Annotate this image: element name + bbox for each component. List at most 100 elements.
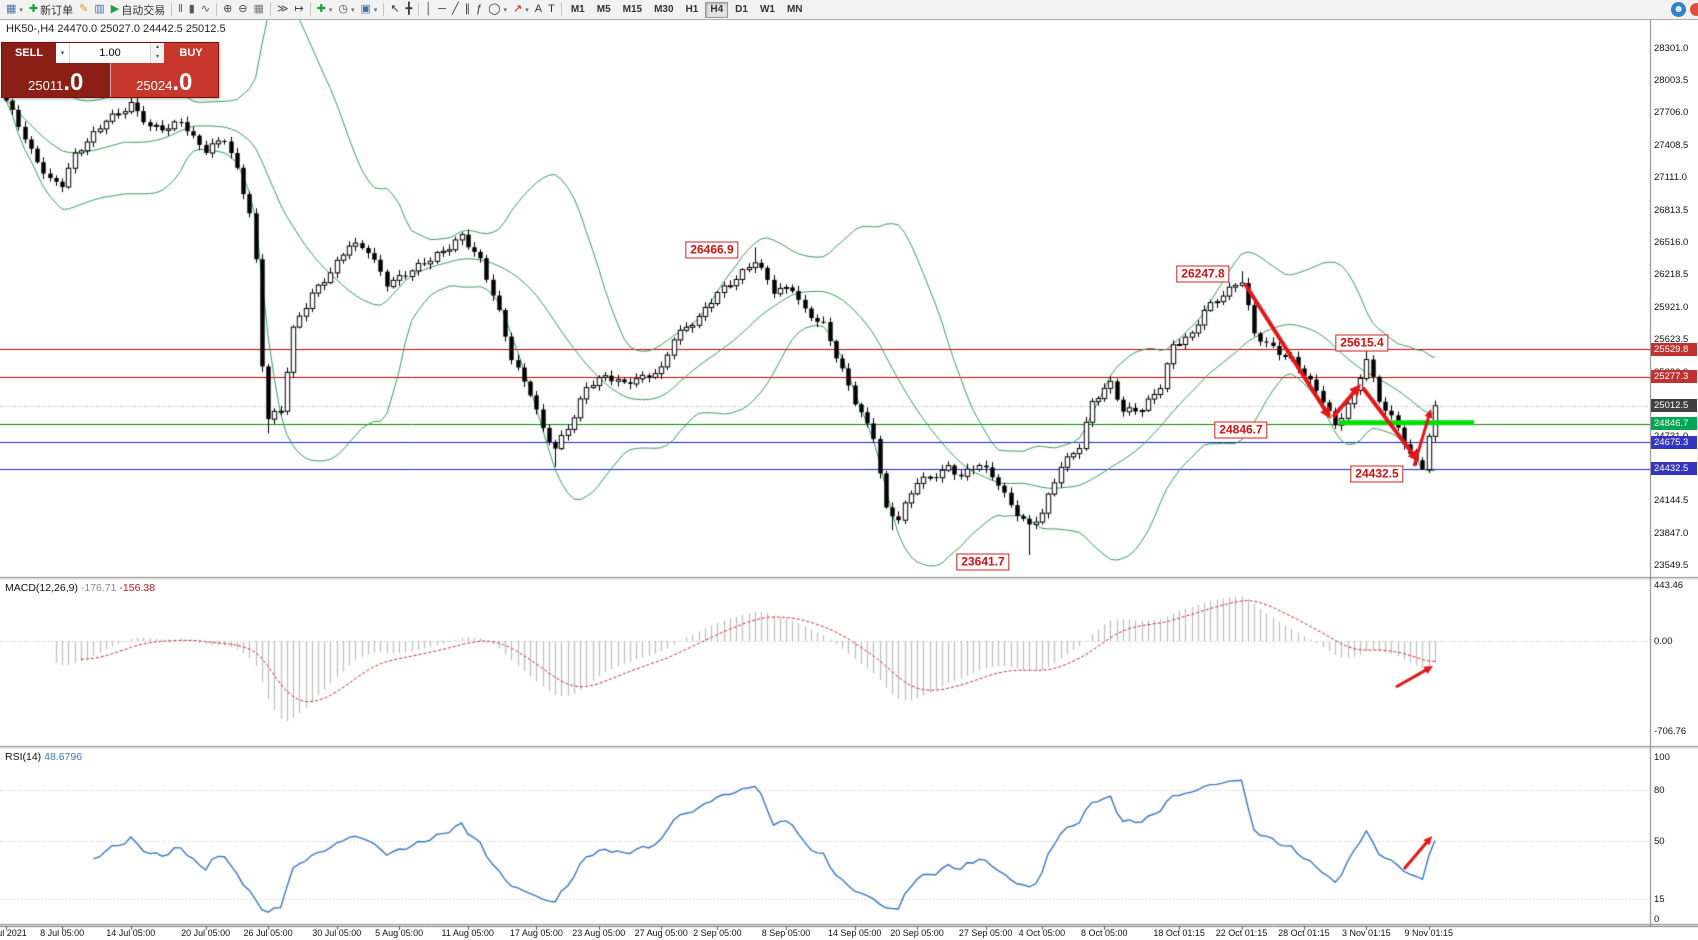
volume-input[interactable] <box>70 43 150 63</box>
chart-shift-icon[interactable]: ↦ <box>291 1 306 19</box>
line-chart-icon: ∿ <box>200 3 211 15</box>
chart-window-icon: ▦ <box>6 3 17 15</box>
timeframe-button-m5[interactable]: M5 <box>596 3 611 15</box>
sell-price[interactable]: 25011.0 <box>2 63 111 97</box>
toolbar-separator <box>216 3 218 16</box>
horizontal-line-icon[interactable]: ─ <box>435 1 449 19</box>
new-order-button[interactable]: ✚ 新订单 <box>26 1 76 19</box>
cursor-icon[interactable]: ↖ <box>387 1 402 19</box>
fibonacci-icon: ƒ <box>476 3 483 15</box>
line-chart-icon[interactable]: ∿ <box>198 1 213 19</box>
volume-dropdown[interactable]: ▾ <box>56 43 70 63</box>
buy-price[interactable]: 25024.0 <box>110 63 218 97</box>
shapes-icon: ◯ <box>488 3 501 15</box>
timeframe-button-m15[interactable]: M15 <box>622 3 643 15</box>
fibonacci-icon[interactable]: ƒ <box>473 1 485 19</box>
crosshair-icon: ╋ <box>405 3 413 15</box>
market-watch-icon[interactable]: ▥ <box>91 1 107 19</box>
chart-window-icon[interactable]: ▦ ▾ <box>3 1 26 19</box>
candlestick-chart-icon[interactable]: ▮ <box>186 1 198 19</box>
periods-icon[interactable]: ◷ ▾ <box>335 1 357 19</box>
price-callout[interactable]: 24846.7 <box>1214 421 1268 439</box>
templates-icon[interactable]: ▣ ▾ <box>358 1 381 19</box>
timeframe-button-d1[interactable]: D1 <box>735 3 748 15</box>
time-label: 14 Jul 05:00 <box>106 928 156 938</box>
chevron-down-icon[interactable]: ▾ <box>19 6 23 14</box>
chevron-down-icon[interactable]: ▾ <box>373 6 378 14</box>
autotrading-button: ▶ <box>110 3 120 15</box>
zoom-in-icon[interactable]: ⊕ <box>220 1 235 19</box>
price-tick: 27111.0 <box>1654 172 1687 184</box>
label-icon: T <box>548 3 555 15</box>
bar-chart-icon[interactable]: ‖ <box>175 1 186 19</box>
notification-icon[interactable] <box>1690 3 1698 16</box>
timeframe-button-h4[interactable]: H4 <box>705 1 729 18</box>
toolbar-separator <box>309 3 311 16</box>
channel-icon[interactable]: ∥ <box>462 1 474 19</box>
time-label: 23 Aug 05:00 <box>572 928 626 938</box>
chevron-down-icon[interactable]: ▾ <box>328 6 333 14</box>
price-tick: 23549.5 <box>1654 560 1689 572</box>
text-icon[interactable]: A <box>532 1 545 19</box>
new-order-button-label: 新订单 <box>40 4 74 17</box>
add-indicator-icon[interactable]: ✚ ▾ <box>314 1 336 19</box>
crosshair-icon[interactable]: ╋ <box>403 1 416 19</box>
timeframe-button-m1[interactable]: M1 <box>570 3 585 15</box>
time-label: 27 Sep 05:00 <box>958 928 1013 938</box>
vertical-line-icon[interactable]: │ <box>422 1 435 19</box>
timeframe-button-mn[interactable]: MN <box>786 3 803 15</box>
trendline-icon[interactable]: ╱ <box>449 1 462 19</box>
price-callout[interactable]: 24432.5 <box>1350 465 1404 483</box>
time-label: 9 Nov 01:15 <box>1404 928 1453 938</box>
price-tick: 27706.0 <box>1654 107 1689 119</box>
volume-down-arrow[interactable]: ▾ <box>151 53 164 63</box>
macd-tick: -706.76 <box>1654 725 1687 737</box>
timeframe-button-w1[interactable]: W1 <box>759 3 775 15</box>
timeframe-button-h1[interactable]: H1 <box>685 3 699 15</box>
rsi-tick: 100 <box>1654 752 1670 763</box>
price-tick: 28301.0 <box>1654 42 1689 54</box>
axis-price-box: 25277.3 <box>1651 370 1697 384</box>
price-callout[interactable]: 26247.8 <box>1176 265 1230 283</box>
chevron-down-icon[interactable]: ▾ <box>525 6 529 14</box>
community-icon[interactable]: ☻ <box>1671 2 1686 17</box>
tile-windows-icon[interactable]: ▦ <box>251 1 267 19</box>
time-label: 14 Sep 05:00 <box>827 928 882 938</box>
time-label: 22 Oct 01:15 <box>1215 928 1268 938</box>
one-click-trading-panel: SELL ▾ ▴ ▾ BUY 25011.0 25024.0 <box>1 42 219 98</box>
bar-chart-icon: ‖ <box>178 3 183 15</box>
axis-price-box: 24675.3 <box>1651 435 1697 449</box>
arrows-icon[interactable]: ↗ ▾ <box>510 1 532 19</box>
price-tick: 26516.0 <box>1654 237 1689 249</box>
price-callout[interactable]: 23641.7 <box>956 553 1010 571</box>
toolbar-separator <box>269 3 271 16</box>
volume-input-wrap: ▴ ▾ <box>70 43 164 63</box>
time-label: 28 Oct 01:15 <box>1278 928 1330 938</box>
arrows-icon: ↗ <box>513 3 523 15</box>
label-icon[interactable]: T <box>545 1 558 19</box>
chart-ohlc-header: HK50-,H4 24470.0 25027.0 24442.5 25012.5 <box>6 23 226 35</box>
auto-scroll-icon[interactable]: ≫ <box>274 1 292 19</box>
price-callout[interactable]: 25615.4 <box>1335 334 1389 352</box>
horizontal-line-icon: ─ <box>438 3 446 15</box>
rsi-tick: 50 <box>1654 835 1665 847</box>
toolbar-separator <box>171 3 173 16</box>
time-label: 2 Sep 05:00 <box>693 928 742 938</box>
shapes-icon[interactable]: ◯ ▾ <box>485 1 510 19</box>
time-label: 8 Oct 05:00 <box>1080 928 1128 938</box>
chevron-down-icon[interactable]: ▾ <box>503 6 508 14</box>
autotrading-button[interactable]: ▶ 自动交易 <box>108 1 168 19</box>
zoom-out-icon[interactable]: ⊖ <box>235 1 250 19</box>
buy-button[interactable]: BUY <box>164 43 218 63</box>
metaeditor-icon[interactable]: ✎ <box>76 1 91 19</box>
volume-up-arrow[interactable]: ▴ <box>151 43 164 53</box>
timeframe-button-m30[interactable]: M30 <box>654 3 674 15</box>
zoom-in-icon: ⊕ <box>223 3 233 15</box>
vertical-line-icon: │ <box>425 3 433 15</box>
macd-tick: 0.00 <box>1654 636 1673 647</box>
sell-button[interactable]: SELL <box>2 43 56 63</box>
price-callout[interactable]: 26466.9 <box>685 241 739 259</box>
chevron-down-icon[interactable]: ▾ <box>350 6 355 14</box>
